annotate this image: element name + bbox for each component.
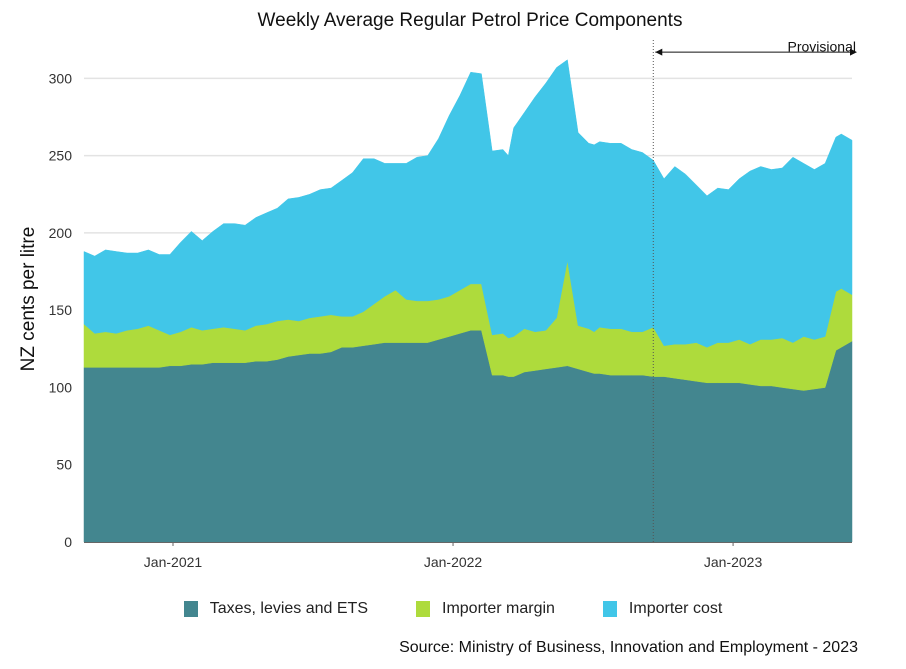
area-series	[83, 59, 853, 543]
legend-swatch-importer-cost	[602, 601, 617, 617]
y-axis-title: NZ cents per litre	[18, 227, 39, 372]
legend-item-importer-cost: Importer cost	[602, 600, 723, 618]
x-tick-label-Jan-2023: Jan-2023	[704, 554, 763, 570]
annotations: Provisional	[652, 39, 857, 542]
provisional-arrow-left-head	[655, 48, 663, 56]
legend-label-importer-margin: Importer margin	[442, 600, 555, 617]
legend-item-taxes: Taxes, levies and ETS	[183, 600, 368, 618]
provisional-label: Provisional	[788, 39, 856, 55]
legend-item-importer-margin: Importer margin	[416, 600, 555, 618]
legend-swatch-importer-margin	[416, 601, 430, 617]
y-tick-label-300: 300	[49, 70, 73, 86]
axes: 0 50 100 150 200 250 300 Jan-2021 Jan-2022 Jan-20…	[18, 70, 852, 570]
area-importer-cost	[83, 59, 853, 348]
legend-label-importer-cost: Importer cost	[628, 600, 723, 617]
y-tick-label-50: 50	[56, 457, 72, 473]
y-tick-label-250: 250	[49, 148, 73, 164]
y-tick-label-200: 200	[49, 225, 73, 241]
y-tick-label-0: 0	[64, 534, 72, 550]
chart-title: Weekly Average Regular Petrol Price Comp…	[257, 10, 683, 31]
legend: Taxes, levies and ETS Importer margin Im…	[0, 600, 906, 618]
y-tick-label-150: 150	[49, 302, 73, 318]
y-tick-label-100: 100	[49, 379, 73, 395]
x-tick-label-Jan-2021: Jan-2021	[144, 554, 203, 570]
source-note: Source: Ministry of Business, Innovation…	[399, 639, 858, 656]
x-tick-label-Jan-2022: Jan-2022	[424, 554, 483, 570]
legend-swatch-taxes	[183, 601, 198, 617]
legend-label-taxes: Taxes, levies and ETS	[209, 600, 368, 617]
provisional-arrow-right-head	[850, 48, 857, 56]
